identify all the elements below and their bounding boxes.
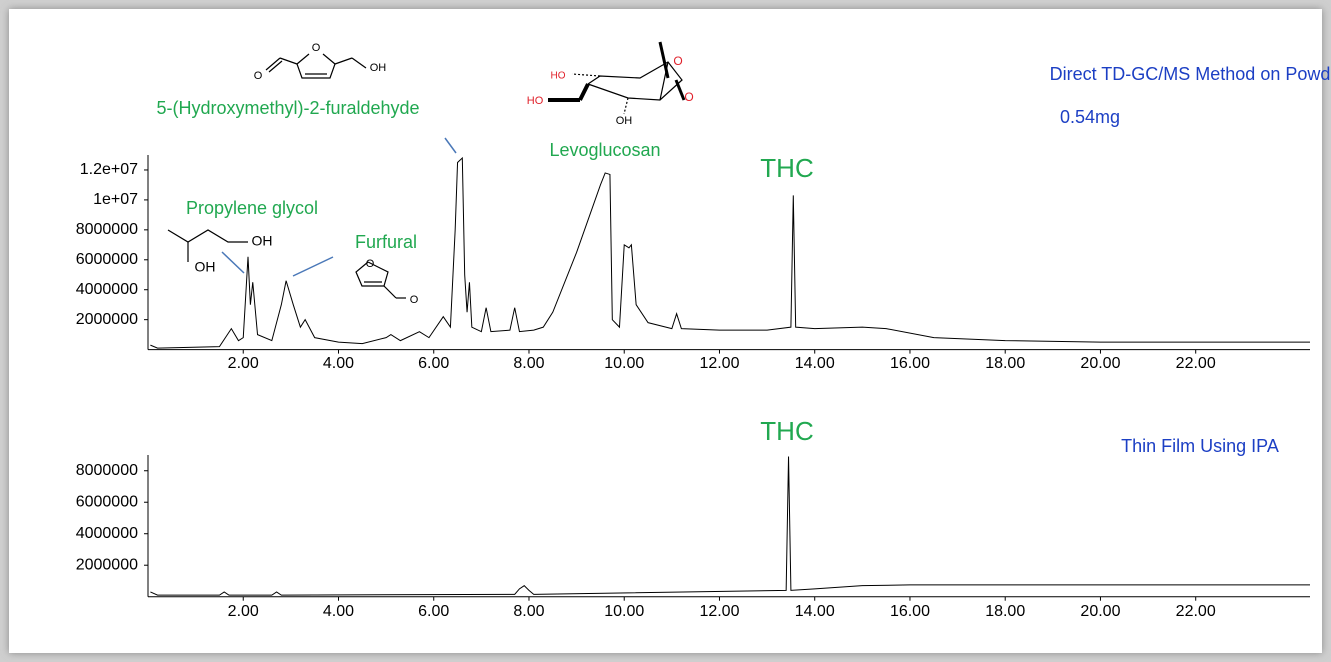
x-tick-label: 16.00: [890, 603, 930, 620]
leader-lines: [221, 137, 457, 277]
y-tick-label: 4000000: [76, 281, 138, 298]
x-tick-label: 18.00: [985, 355, 1025, 372]
x-tick-label: 10.00: [604, 355, 644, 372]
annotation: Propylene glycol: [186, 198, 318, 218]
y-tick-label: 6000000: [76, 493, 138, 510]
x-tick-label: 14.00: [795, 603, 835, 620]
x-tick-label: 12.00: [699, 603, 739, 620]
annotation: O: [410, 294, 419, 306]
annotation: HO: [551, 71, 566, 82]
x-tick-label: 12.00: [699, 355, 739, 372]
annotation: O: [312, 42, 321, 54]
annotation: 5-(Hydroxymethyl)-2-furaldehyde: [156, 98, 419, 118]
x-tick-label: 14.00: [795, 355, 835, 372]
annotation: THC: [760, 416, 813, 446]
annotation: Levoglucosan: [549, 140, 660, 160]
y-tick-label: 4000000: [76, 525, 138, 542]
x-tick-label: 22.00: [1176, 355, 1216, 372]
annotation: Direct TD-GC/MS Method on Powder: [1050, 64, 1331, 84]
molecule-levoglucosan: [548, 41, 686, 115]
x-tick-label: 18.00: [985, 603, 1025, 620]
molecule-furfural: [355, 261, 406, 299]
x-tick-label: 20.00: [1080, 603, 1120, 620]
x-tick-label: 10.00: [604, 603, 644, 620]
x-tick-label: 4.00: [323, 355, 354, 372]
x-tick-label: 6.00: [418, 355, 449, 372]
molecule-propylene-glycol: [167, 229, 248, 262]
y-tick-label: 2000000: [76, 556, 138, 573]
x-tick-label: 8.00: [513, 355, 544, 372]
y-tick-label: 1.2e+07: [80, 161, 138, 178]
x-tick-label: 2.00: [228, 355, 259, 372]
annotation: O: [684, 90, 693, 104]
annotation: O: [366, 258, 375, 270]
trace: [150, 156, 1310, 349]
annotation: Thin Film Using IPA: [1121, 436, 1279, 456]
y-tick-label: 8000000: [76, 221, 138, 238]
panel: [9, 9, 1322, 653]
annotation: Furfural: [355, 232, 417, 252]
x-tick-label: 20.00: [1080, 355, 1120, 372]
y-tick-label: 6000000: [76, 251, 138, 268]
y-tick-label: 1e+07: [93, 191, 138, 208]
annotation: O: [254, 70, 263, 82]
y-tick-label: 2000000: [76, 311, 138, 328]
y-tick-label: 8000000: [76, 462, 138, 479]
annotation: OH: [252, 233, 273, 249]
annotation: OH: [616, 115, 633, 127]
x-tick-label: 22.00: [1176, 603, 1216, 620]
annotation: OH: [195, 259, 216, 275]
annotation: THC: [760, 153, 813, 183]
x-tick-label: 6.00: [418, 603, 449, 620]
x-tick-label: 4.00: [323, 603, 354, 620]
annotation: OH: [370, 62, 387, 74]
annotation: HO: [527, 95, 544, 107]
trace: [150, 456, 1310, 596]
x-tick-label: 8.00: [513, 603, 544, 620]
annotation: O: [673, 54, 682, 68]
x-tick-label: 2.00: [228, 603, 259, 620]
x-tick-label: 16.00: [890, 355, 930, 372]
annotation: 0.54mg: [1060, 107, 1120, 127]
molecule-hmf: [265, 53, 367, 79]
